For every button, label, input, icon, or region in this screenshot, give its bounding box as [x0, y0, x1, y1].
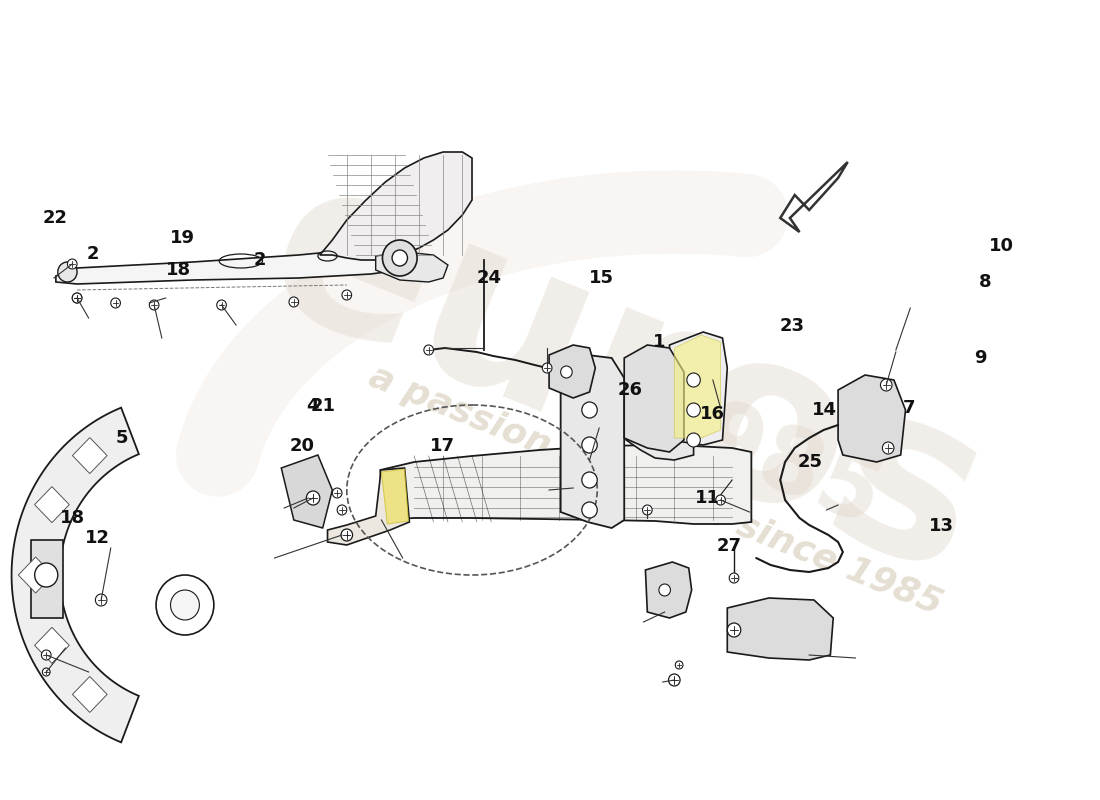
Polygon shape — [73, 438, 107, 474]
Text: 2: 2 — [253, 251, 266, 269]
Circle shape — [392, 250, 407, 266]
Polygon shape — [56, 248, 399, 284]
Text: 10: 10 — [989, 238, 1014, 255]
Circle shape — [729, 573, 739, 583]
Circle shape — [582, 437, 597, 453]
Text: 25: 25 — [799, 454, 823, 471]
Circle shape — [58, 262, 77, 282]
Text: 1985: 1985 — [628, 372, 894, 548]
Text: a passion for parts since 1985: a passion for parts since 1985 — [363, 359, 947, 621]
Circle shape — [582, 502, 597, 518]
Text: 23: 23 — [780, 318, 805, 335]
Circle shape — [289, 297, 298, 307]
Polygon shape — [561, 355, 624, 528]
Text: 27: 27 — [716, 537, 741, 554]
Text: 18: 18 — [165, 262, 190, 279]
Circle shape — [332, 488, 342, 498]
Text: 7: 7 — [903, 399, 915, 417]
Circle shape — [880, 379, 892, 391]
Text: 24: 24 — [477, 270, 502, 287]
Text: 17: 17 — [430, 438, 455, 455]
Circle shape — [73, 293, 81, 303]
Circle shape — [150, 300, 158, 310]
Text: 18: 18 — [59, 510, 85, 527]
Circle shape — [217, 300, 227, 310]
Circle shape — [686, 433, 701, 447]
Polygon shape — [626, 350, 694, 460]
Circle shape — [675, 661, 683, 669]
Text: 13: 13 — [928, 518, 954, 535]
Polygon shape — [34, 627, 69, 663]
Circle shape — [582, 402, 597, 418]
Circle shape — [882, 442, 894, 454]
Polygon shape — [31, 540, 63, 618]
Polygon shape — [376, 252, 448, 282]
Text: 1: 1 — [652, 334, 666, 351]
Circle shape — [96, 594, 107, 606]
Polygon shape — [34, 486, 69, 522]
Polygon shape — [670, 332, 727, 445]
Text: 15: 15 — [590, 270, 615, 287]
Circle shape — [424, 345, 433, 355]
Polygon shape — [780, 162, 848, 232]
Circle shape — [35, 563, 58, 587]
Circle shape — [727, 623, 740, 637]
Circle shape — [73, 293, 81, 303]
Circle shape — [170, 590, 199, 620]
Polygon shape — [12, 408, 139, 742]
Circle shape — [341, 529, 353, 541]
Text: 9: 9 — [974, 350, 987, 367]
Circle shape — [686, 403, 701, 417]
Circle shape — [306, 491, 320, 505]
Text: 26: 26 — [618, 382, 644, 399]
Circle shape — [669, 674, 680, 686]
Circle shape — [42, 650, 51, 660]
Text: 8: 8 — [979, 273, 992, 290]
Circle shape — [642, 505, 652, 515]
Polygon shape — [19, 557, 53, 593]
Polygon shape — [328, 468, 409, 545]
Circle shape — [716, 495, 725, 505]
Circle shape — [383, 240, 417, 276]
Circle shape — [561, 366, 572, 378]
Polygon shape — [549, 345, 595, 398]
Polygon shape — [727, 598, 834, 660]
Text: 19: 19 — [169, 230, 195, 247]
Text: 5: 5 — [116, 430, 128, 447]
Circle shape — [111, 298, 120, 308]
Text: 4: 4 — [306, 398, 319, 415]
Polygon shape — [282, 455, 332, 528]
Circle shape — [659, 584, 671, 596]
Polygon shape — [73, 677, 107, 713]
Polygon shape — [382, 469, 408, 524]
Polygon shape — [838, 375, 905, 462]
Text: 16: 16 — [700, 406, 725, 423]
Circle shape — [156, 575, 213, 635]
Circle shape — [582, 472, 597, 488]
Text: 20: 20 — [289, 438, 315, 455]
Text: 11: 11 — [695, 489, 721, 506]
Circle shape — [542, 363, 552, 373]
Polygon shape — [320, 152, 472, 260]
Circle shape — [342, 290, 352, 300]
Circle shape — [686, 373, 701, 387]
Circle shape — [43, 668, 51, 676]
Text: 2: 2 — [87, 246, 99, 263]
Polygon shape — [646, 562, 692, 618]
Text: euros: euros — [236, 134, 1015, 626]
Text: 14: 14 — [812, 401, 837, 418]
Polygon shape — [674, 335, 720, 438]
Circle shape — [338, 505, 346, 515]
Text: 12: 12 — [85, 529, 110, 546]
Circle shape — [67, 259, 77, 269]
Polygon shape — [624, 345, 684, 452]
Polygon shape — [381, 445, 751, 524]
Text: 22: 22 — [43, 209, 67, 226]
Text: 21: 21 — [310, 398, 336, 415]
